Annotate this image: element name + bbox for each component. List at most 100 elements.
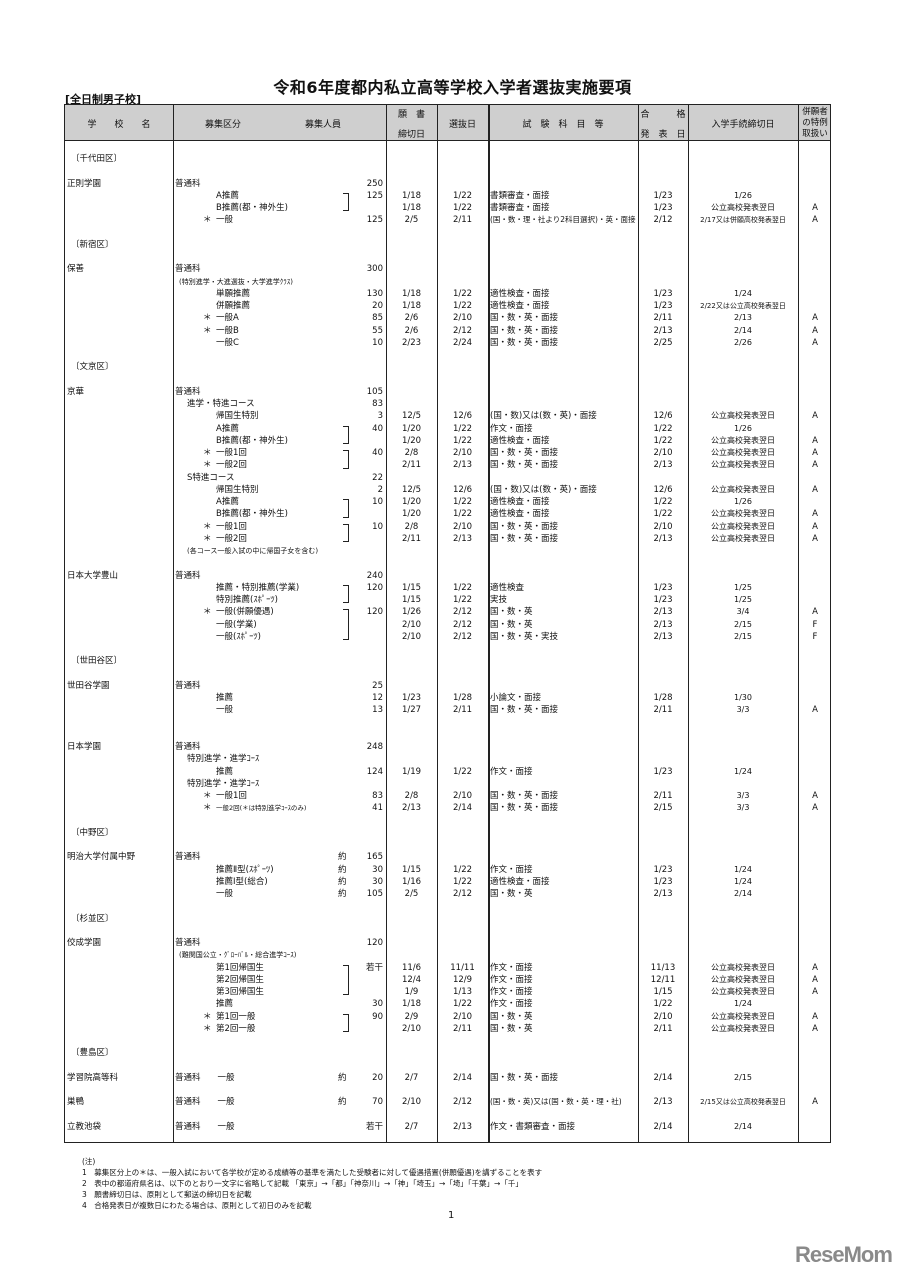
preferential-asterisk: ＊ bbox=[203, 1023, 212, 1034]
category-label: 普通科 bbox=[175, 386, 201, 397]
exam-subjects: 国・数・英・面接 bbox=[490, 337, 559, 348]
column-divider bbox=[386, 105, 387, 1142]
procedure-deadline: 2/14 bbox=[734, 889, 752, 898]
district-label: 〔文京区〕 bbox=[71, 362, 114, 373]
blank-row bbox=[65, 717, 830, 729]
category-label: 普通科 bbox=[175, 570, 201, 581]
application-deadline: 1/18 bbox=[401, 999, 422, 1010]
district-row: 〔世田谷区〕 bbox=[65, 655, 830, 667]
pass-announcement-date: 2/11 bbox=[653, 705, 673, 716]
procedure-deadline: 公立高校発表翌日 bbox=[711, 448, 775, 457]
category-cell: 併願推薦 20 bbox=[173, 300, 386, 312]
preferential-asterisk: ＊ bbox=[203, 533, 212, 544]
procedure-deadline: 2/22又は公立高校発表翌日 bbox=[700, 302, 786, 310]
capacity-value: 55 bbox=[372, 325, 383, 336]
exam-subjects: 適性検査 bbox=[490, 582, 525, 593]
category-cell: 推薦 30 bbox=[173, 998, 386, 1010]
procedure-deadline: 2/26 bbox=[734, 337, 752, 347]
special-handling: A bbox=[812, 448, 818, 458]
special-handling: A bbox=[812, 533, 818, 544]
table-row: 一般C 10 2/23 2/24 国・数・英・面接 2/25 2/26 A bbox=[65, 337, 830, 349]
capacity-value: 30 bbox=[372, 876, 383, 887]
category-label: 帰国生特別 bbox=[216, 484, 259, 495]
preferential-asterisk: ＊ bbox=[203, 791, 212, 801]
resemom-logo: ReseMom bbox=[795, 1242, 893, 1267]
special-handling: F bbox=[812, 631, 818, 642]
blank-row bbox=[65, 643, 830, 655]
category-label: 推薦・特別推薦(学業) bbox=[216, 582, 300, 593]
group-bracket bbox=[343, 202, 349, 212]
selection-date: 2/11 bbox=[452, 1023, 473, 1034]
category-cell: B推薦(都・神外生) bbox=[173, 434, 386, 447]
category-label: (特別進学・大進選抜・大学進学ｸﾗｽ) bbox=[179, 277, 293, 286]
group-bracket bbox=[343, 450, 349, 460]
school-name: 巣鴨 bbox=[67, 1097, 85, 1108]
category-label: 推薦Ⅰ型(総合) bbox=[216, 876, 268, 887]
procedure-deadline: 公立高校発表翌日 bbox=[711, 521, 775, 531]
application-deadline: 2/6 bbox=[404, 313, 419, 324]
special-handling: A bbox=[812, 1097, 818, 1108]
blank-row bbox=[65, 815, 830, 827]
exam-subjects: 適性検査・面接 bbox=[490, 435, 550, 446]
special-handling: A bbox=[812, 791, 818, 801]
selection-date: 1/22 bbox=[452, 582, 473, 593]
footnote-line: 3 願書締切日は、原則として郵送の締切日を記載 bbox=[82, 1190, 252, 1199]
selection-date: 12/6 bbox=[452, 484, 473, 495]
category-cell: 帰国生特別 3 bbox=[173, 410, 386, 422]
procedure-deadline: 1/30 bbox=[734, 693, 752, 702]
school-name: 正則学園 bbox=[67, 178, 102, 189]
category-cell: ＊ 一般2回 bbox=[173, 532, 386, 545]
exam-subjects: 国・数・英 bbox=[490, 607, 533, 618]
blank-row bbox=[65, 1035, 830, 1047]
blank-row bbox=[65, 227, 830, 239]
category-label: 一般C bbox=[216, 337, 239, 348]
category-cell: 普通科 一般 約 70 bbox=[173, 1096, 386, 1108]
application-deadline: 1/26 bbox=[401, 607, 422, 618]
table-row: A推薦 10 1/20 1/22 適性検査・面接 1/22 1/26 bbox=[65, 496, 830, 509]
pass-announcement-date: 2/13 bbox=[653, 889, 673, 899]
pass-announcement-date: 2/13 bbox=[653, 533, 673, 544]
preferential-asterisk: ＊ bbox=[203, 313, 212, 324]
application-deadline: 1/19 bbox=[401, 766, 422, 777]
exam-subjects: 国・数・英・面接 bbox=[490, 791, 559, 801]
pass-announcement-date: 2/14 bbox=[653, 1121, 673, 1132]
selection-date: 1/28 bbox=[452, 693, 473, 703]
category-cell: A推薦 125 bbox=[173, 190, 386, 202]
pass-announcement-date: 1/28 bbox=[653, 693, 673, 703]
pass-announcement-date: 2/13 bbox=[653, 607, 673, 618]
preferential-asterisk: ＊ bbox=[203, 325, 212, 336]
category-label: 一般(学業) bbox=[216, 619, 257, 630]
table-row: (難関国公立・ｸﾞﾛｰﾊﾞﾙ・総合進学ｺｰｽ) bbox=[65, 949, 830, 961]
procedure-deadline: 2/14 bbox=[734, 1121, 752, 1131]
category-label: 一般(併願優遇) bbox=[216, 607, 274, 618]
header-procedure: 入学手続締切日 bbox=[688, 105, 798, 139]
category-cell: 一般 約 105 bbox=[173, 888, 386, 900]
group-bracket bbox=[343, 1013, 349, 1023]
footnote-line: 2 表中の都道府県名は、以下のとおり一文字に省略して記載 「東京」→「都」「神奈… bbox=[82, 1179, 523, 1188]
exam-subjects: (国・数・理・社より2科目選択)・英・面接 bbox=[490, 215, 636, 225]
pass-announcement-date: 1/23 bbox=[653, 864, 673, 875]
application-deadline: 1/20 bbox=[401, 509, 422, 520]
school-name: 学習院高等科 bbox=[67, 1072, 119, 1083]
pass-announcement-date: 1/22 bbox=[653, 509, 673, 520]
table-row: 一般 約 105 2/5 2/12 国・数・英 2/13 2/14 bbox=[65, 888, 830, 900]
special-handling: A bbox=[812, 974, 818, 985]
category-label: 推薦 bbox=[216, 693, 234, 703]
approx-mark: 約 bbox=[338, 876, 347, 887]
category-label: B推薦(都・神外生) bbox=[216, 203, 288, 213]
category-label: A推薦 bbox=[216, 190, 239, 201]
selection-date: 1/22 bbox=[452, 497, 473, 507]
group-bracket bbox=[343, 508, 349, 518]
procedure-deadline: 公立高校発表翌日 bbox=[711, 509, 775, 519]
category-label: 特別進学・進学ｺｰｽ bbox=[187, 778, 260, 789]
exam-subjects: 作文・書類審査・面接 bbox=[490, 1121, 576, 1132]
header-procedure-label: 入学手続締切日 bbox=[711, 120, 775, 130]
exam-subjects: 国・数・英・実技 bbox=[490, 631, 559, 642]
special-handling: A bbox=[812, 435, 818, 446]
pass-announcement-date: 2/13 bbox=[653, 460, 673, 471]
table-row: 学習院高等科 普通科 一般 約 20 2/7 2/14 国・数・英・面接 2/14 2/15 bbox=[65, 1072, 830, 1084]
application-deadline: 2/10 bbox=[401, 1097, 422, 1108]
exam-subjects: 国・数・英・面接 bbox=[490, 448, 559, 458]
table-row: ＊ 一般A 85 2/6 2/10 国・数・英・面接 2/11 2/13 A bbox=[65, 312, 830, 324]
pass-announcement-date: 1/15 bbox=[653, 987, 673, 997]
